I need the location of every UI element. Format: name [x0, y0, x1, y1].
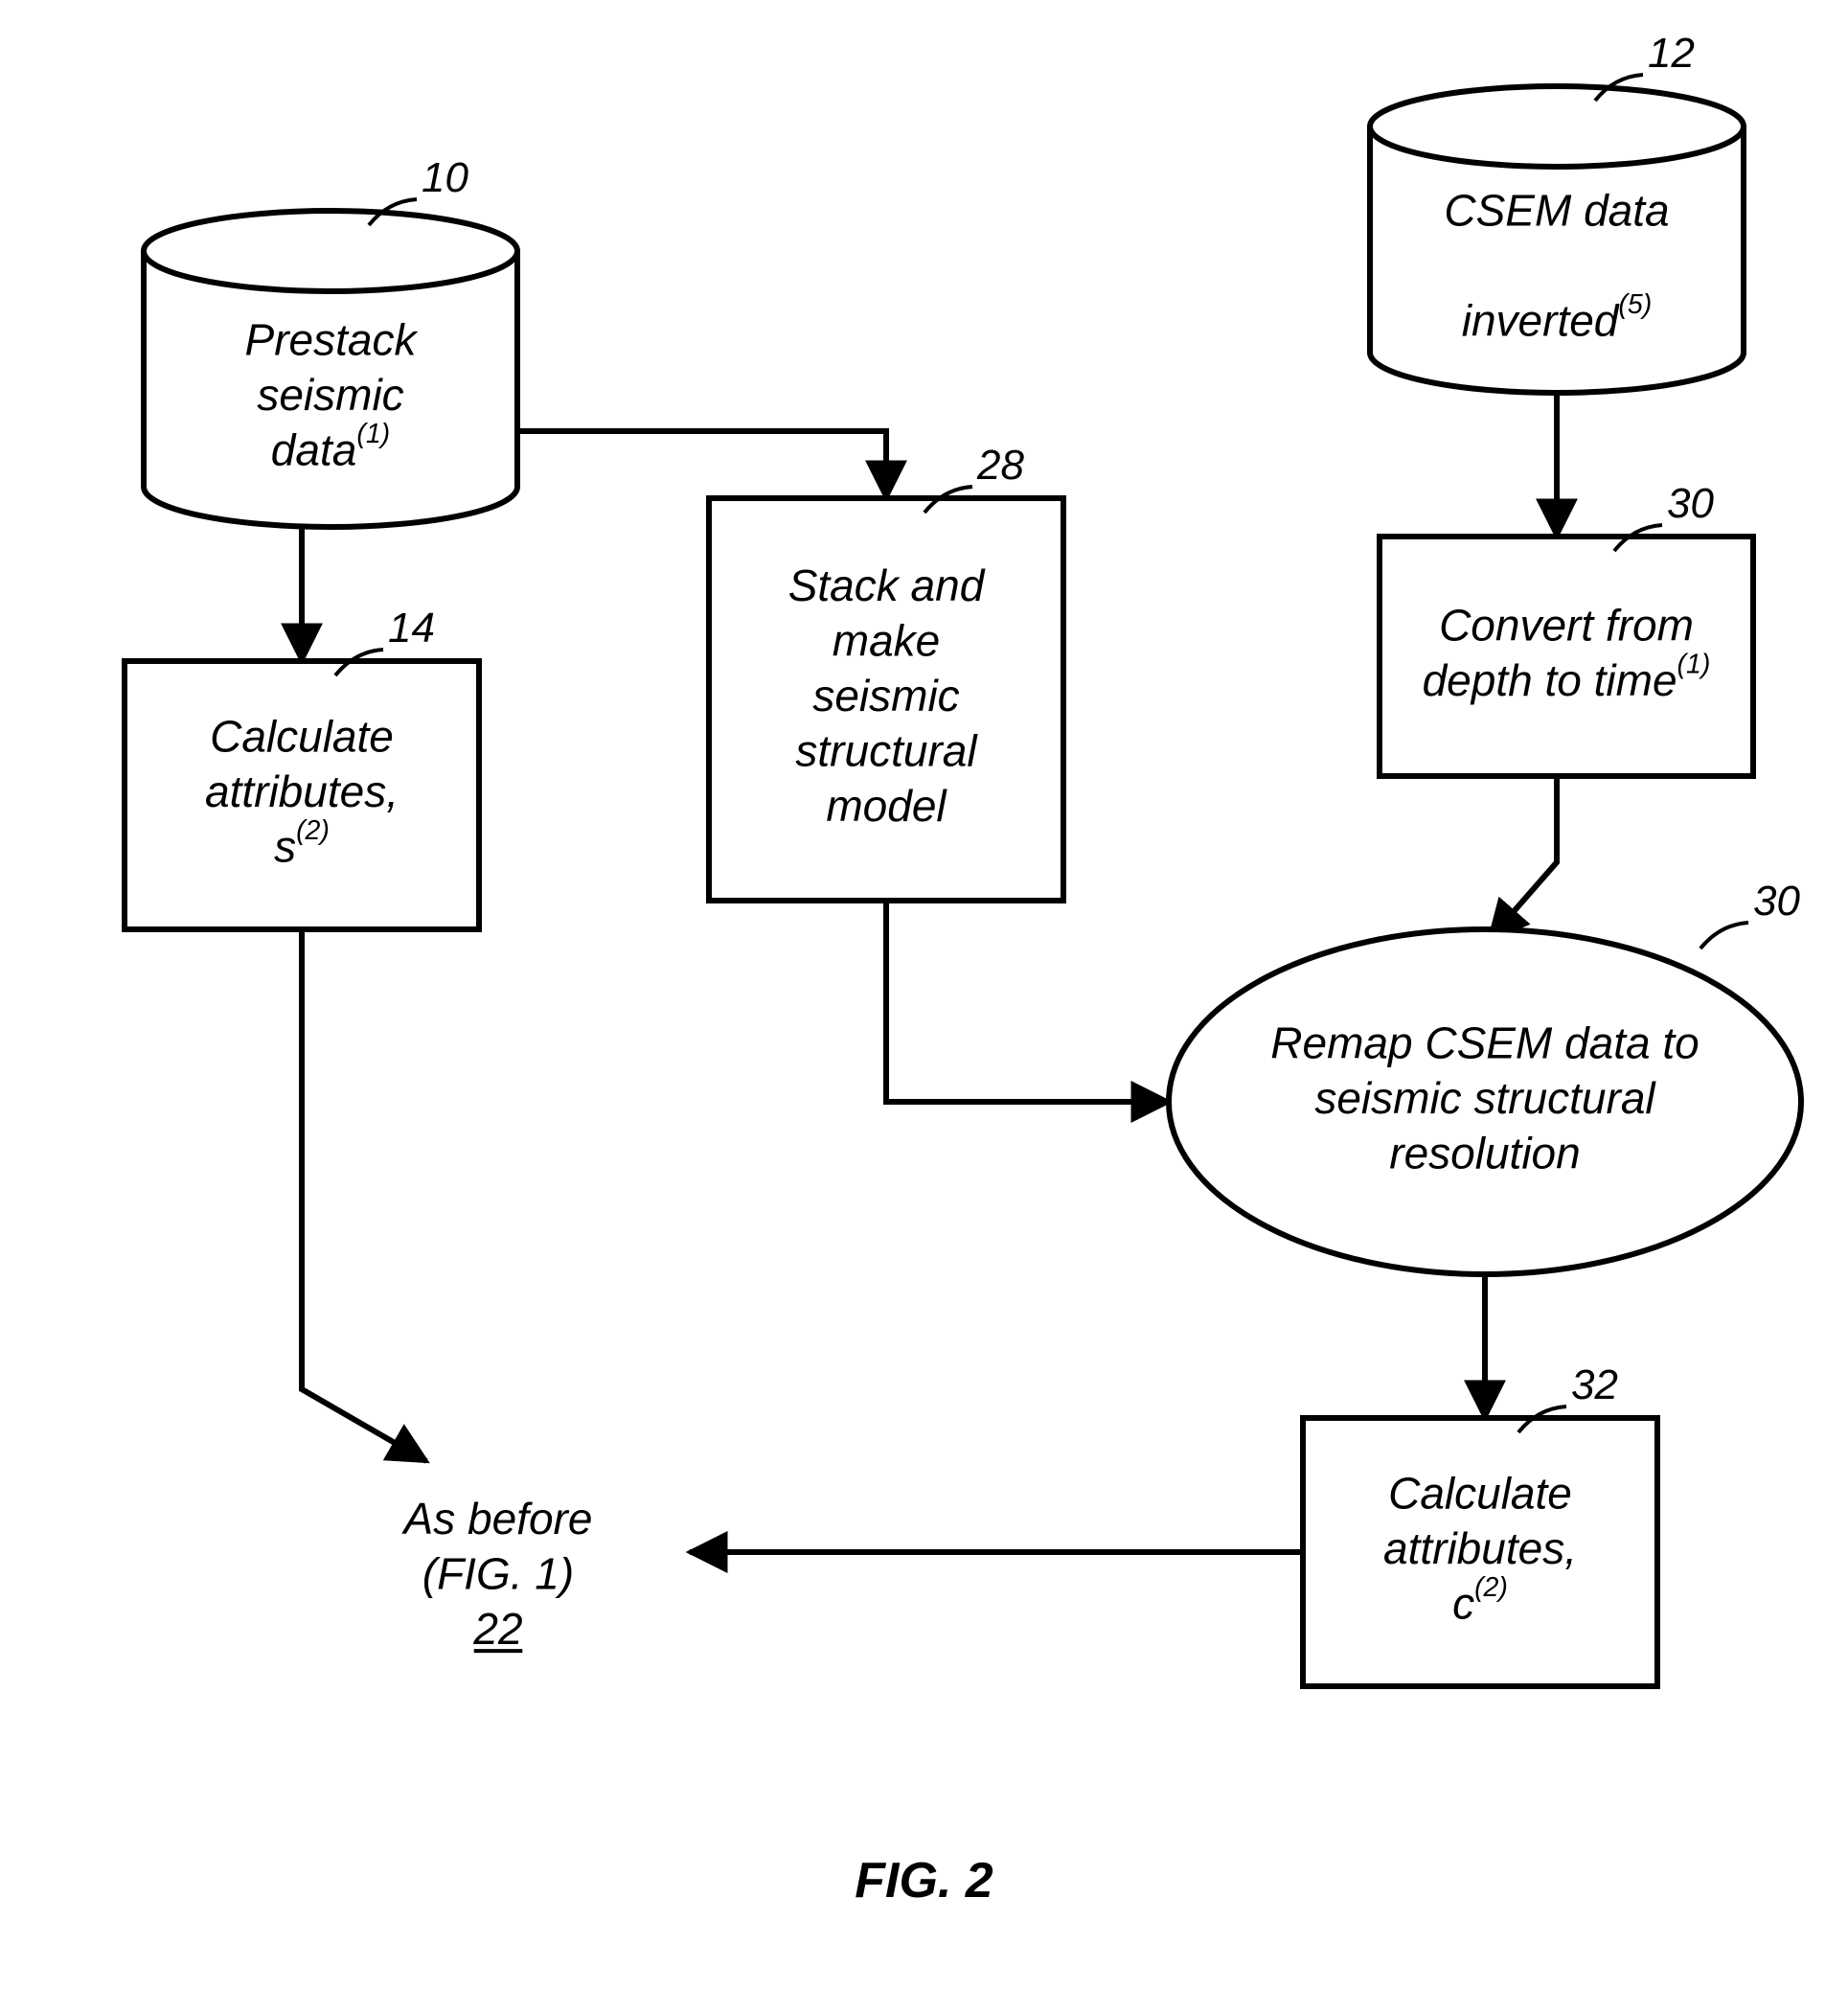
n10-ref-label: 10: [422, 154, 468, 201]
n28-line-2: seismic: [812, 671, 959, 720]
n10: [144, 211, 517, 527]
figure-caption: FIG. 2: [855, 1853, 993, 1909]
n28-ref-label: 28: [976, 442, 1024, 489]
n22-line-0: As before: [401, 1494, 593, 1543]
n10-line-1: seismic: [257, 370, 403, 420]
n30b-line-0: Remap CSEM data to: [1270, 1018, 1699, 1068]
n30a-line-0: Convert from: [1439, 600, 1694, 650]
n32-line-0: Calculate: [1388, 1469, 1572, 1519]
n14-line-0: Calculate: [210, 712, 394, 762]
n22-line-1: (FIG. 1): [422, 1548, 574, 1598]
n32-ref-label: 32: [1571, 1361, 1618, 1408]
n28-line-3: structural: [795, 726, 978, 776]
n12: [1370, 86, 1744, 393]
n30b-line-2: resolution: [1389, 1129, 1580, 1178]
n28-line-0: Stack and: [788, 560, 986, 610]
n30b-ref-label: 30: [1753, 878, 1800, 925]
n32-line-1: attributes,: [1383, 1523, 1577, 1573]
n14-line-1: attributes,: [205, 766, 399, 816]
n14-ref-label: 14: [388, 605, 435, 652]
n12-line-0: CSEM data: [1444, 186, 1669, 236]
n30a-ref-label: 30: [1667, 480, 1714, 527]
n28-line-4: model: [826, 781, 947, 831]
n22-line-2: 22: [472, 1604, 522, 1654]
n30a-line-1: depth to time(1): [1423, 649, 1711, 705]
n12-ref-label: 12: [1648, 30, 1695, 77]
n30b-line-1: seismic structural: [1314, 1073, 1656, 1123]
n28-line-1: make: [833, 616, 940, 666]
n10-line-0: Prestack: [245, 315, 419, 365]
